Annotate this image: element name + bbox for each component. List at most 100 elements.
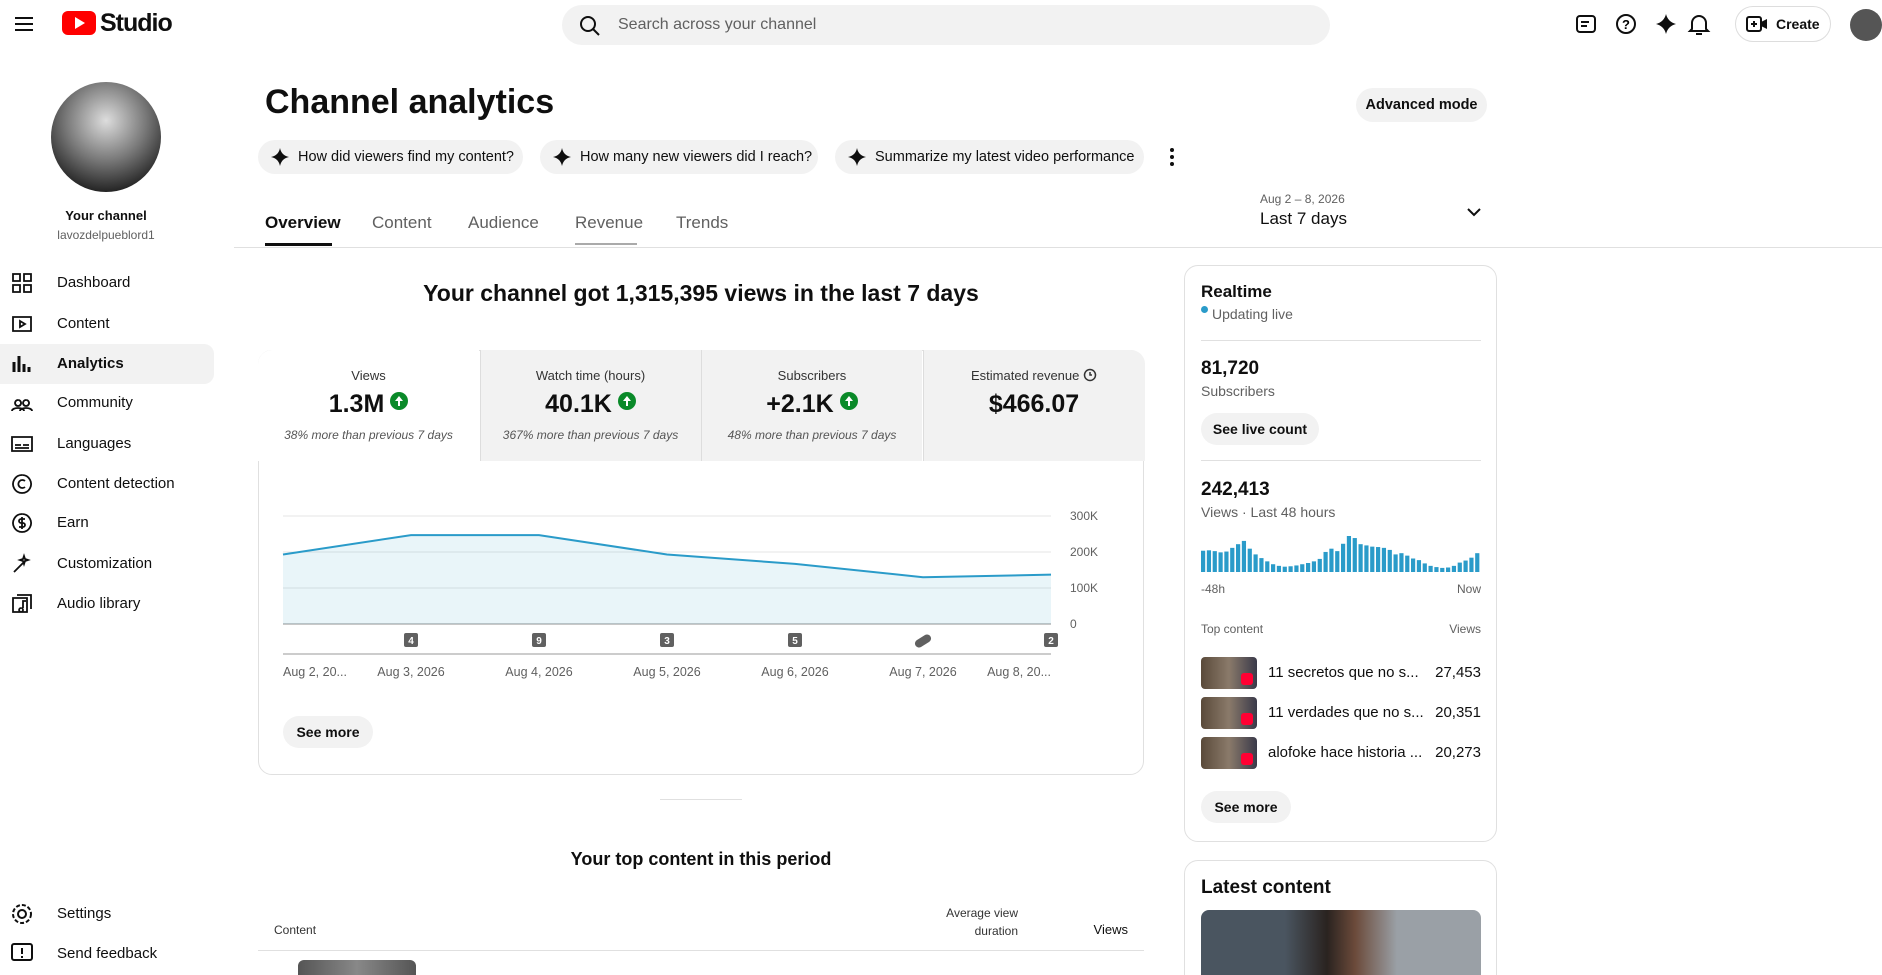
prompt-chip[interactable]: How did viewers find my content? [258, 140, 523, 174]
metric-change: 48% more than previous 7 days [727, 428, 897, 442]
realtime-see-more[interactable]: See more [1201, 791, 1291, 823]
feedback-item[interactable]: Send feedback [57, 945, 158, 962]
column-header: Content [274, 923, 317, 937]
bar [1346, 536, 1352, 572]
bar [1236, 544, 1241, 572]
metric-value-text: 40.1K [545, 390, 612, 418]
metric-value-text: 1.3M [328, 390, 385, 418]
realtime-title: Realtime [1201, 282, 1272, 301]
video-marker [660, 633, 674, 647]
bar [1253, 554, 1258, 572]
thumbnail[interactable] [1201, 697, 1257, 729]
more-button[interactable] [1165, 145, 1179, 169]
realtime-chart: -48h Now [1201, 536, 1481, 596]
metric-tile[interactable]: Estimated revenue $466.07 [922, 350, 1145, 461]
icon-path [12, 316, 32, 332]
icon-path [13, 553, 31, 573]
page-title: Channel analytics [265, 83, 555, 121]
bar [1294, 565, 1299, 572]
bar [1317, 558, 1322, 572]
create-icon [1746, 16, 1767, 32]
menu-item[interactable]: Audio library [57, 595, 141, 612]
bar [1381, 547, 1387, 572]
views-count: 242,413 [1201, 479, 1270, 500]
bar [1387, 549, 1392, 572]
top-title[interactable]: 11 secretos que no s... [1268, 664, 1419, 681]
latest-thumbnail[interactable] [1201, 910, 1481, 975]
tab[interactable]: Audience [468, 213, 539, 232]
menu-icon [12, 513, 32, 533]
menu-item[interactable]: Earn [57, 514, 89, 531]
tab[interactable]: Content [372, 213, 432, 232]
realtime-status: Updating live [1212, 306, 1293, 322]
period[interactable]: Last 7 days [1260, 209, 1347, 228]
shorts-badge [1241, 713, 1253, 725]
menu-icon [12, 316, 32, 332]
metric-tile[interactable]: Subscribers +2.1K 48% more than previous 7… [701, 350, 922, 461]
advanced-mode-button[interactable]: Advanced mode [1356, 88, 1487, 122]
bar [1422, 563, 1427, 572]
date-range: Aug 2 – 8, 2026 [1260, 192, 1345, 206]
header-icons[interactable]: ? [1574, 12, 1724, 38]
bar [1259, 558, 1264, 572]
tab[interactable]: Trends [676, 213, 729, 232]
icon-path [11, 399, 33, 412]
video-marker-label: 9 [536, 636, 542, 647]
create-button[interactable]: Create [1735, 6, 1831, 42]
top-title[interactable]: alofoke hace historia ... [1268, 744, 1423, 761]
menu-item[interactable]: Customization [57, 555, 153, 572]
views-chart: 0 100K 200K 300K Aug 2, 20... Aug 3, 2026 Aug … [282, 509, 1098, 679]
latest-title: Latest content [1201, 877, 1331, 898]
thumbnail[interactable] [1201, 737, 1257, 769]
menu-item[interactable]: Content detection [57, 475, 175, 492]
bar [1271, 564, 1276, 572]
prompt-chip[interactable]: Summarize my latest video performance [835, 140, 1144, 174]
menu-item[interactable]: Dashboard [57, 274, 131, 291]
channel-label: Your channel [65, 208, 147, 223]
see-more-button[interactable]: See more [283, 716, 373, 748]
menu-item[interactable]: Analytics [57, 355, 124, 372]
metric-value: +2.1K [702, 390, 922, 419]
account-avatar[interactable] [1850, 9, 1882, 41]
bar [1288, 566, 1293, 572]
thumbnail[interactable] [1201, 657, 1257, 689]
menu-item[interactable]: Languages [57, 435, 132, 452]
channel-avatar[interactable] [51, 82, 161, 192]
bar [1300, 564, 1305, 572]
icon-path [12, 356, 31, 372]
bar [1469, 557, 1474, 572]
tabs-divider [234, 247, 1882, 248]
tab[interactable]: Overview [265, 213, 341, 232]
video-marker [532, 633, 546, 647]
icon-path [12, 273, 32, 293]
menu-icon [12, 474, 32, 494]
metric-label: Watch time (hours) [535, 368, 646, 383]
metric-tile[interactable]: Views 1.3M 38% more than previous 7 days [258, 350, 479, 461]
logo-text[interactable]: Studio [100, 9, 173, 37]
tab[interactable]: Revenue [575, 213, 644, 232]
footer-icons [11, 904, 33, 961]
settings-item[interactable]: Settings [57, 905, 112, 922]
live-count-button[interactable]: See live count [1201, 413, 1319, 445]
spark-icon [271, 148, 289, 166]
menu-item[interactable]: Community [57, 394, 133, 411]
icon-path [11, 436, 33, 452]
prompt-chip[interactable]: How many new viewers did I reach? [540, 140, 818, 174]
period-dropdown[interactable] [1464, 202, 1484, 222]
video-marker [404, 633, 418, 647]
search-box[interactable]: Search across your channel [562, 5, 1330, 45]
top-content-title: Your top content in this period [570, 849, 832, 869]
menu-item[interactable]: Content [57, 315, 110, 332]
line [282, 534, 1052, 579]
metric-tile[interactable]: Watch time (hours) 40.1K 367% more than pr… [479, 350, 701, 461]
chip-label: How many new viewers did I reach? [580, 149, 813, 165]
x-label: -48h [1201, 582, 1225, 596]
video-marker-label: 5 [792, 636, 798, 647]
menu-button[interactable] [12, 12, 36, 36]
logo-icon [62, 11, 96, 35]
create-label: Create [1776, 16, 1820, 32]
bar [1276, 565, 1282, 572]
top-title[interactable]: 11 verdades que no s... [1268, 704, 1424, 721]
video-thumbnail[interactable] [298, 960, 416, 975]
